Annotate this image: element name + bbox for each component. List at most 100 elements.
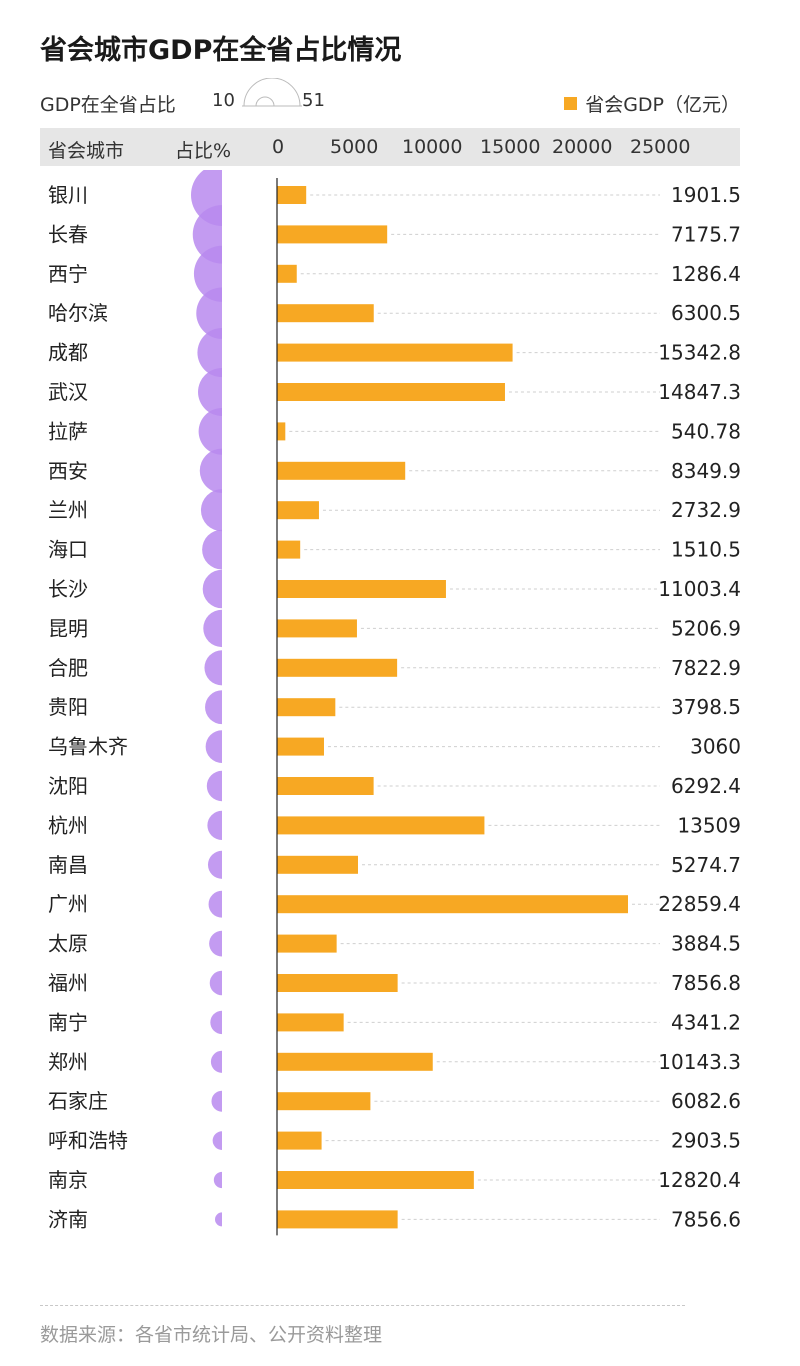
city-label: 西宁	[48, 262, 88, 286]
city-label: 银川	[48, 183, 88, 207]
share-legend-label: GDP在全省占比	[40, 94, 176, 116]
share-bubble	[207, 850, 222, 879]
gdp-bar	[277, 737, 324, 756]
city-label: 呼和浩特	[48, 1129, 128, 1153]
share-bubble	[211, 1090, 222, 1112]
share-bubble	[210, 1050, 222, 1073]
city-label: 沈阳	[48, 774, 88, 798]
city-label: 贵阳	[48, 695, 88, 719]
gdp-bar	[277, 1013, 344, 1032]
city-label: 成都	[48, 341, 88, 365]
source-note: 数据来源：各省市统计局、公开资料整理	[40, 1324, 383, 1346]
value-label: 8349.9	[671, 459, 741, 483]
size-key-icon	[242, 78, 302, 107]
value-label: 6292.4	[671, 774, 741, 798]
size-key-min: 10	[212, 90, 235, 111]
gdp-bar	[277, 1131, 322, 1150]
gdp-bar	[277, 895, 628, 914]
share-bubble	[205, 690, 222, 725]
value-label: 12820.4	[658, 1168, 741, 1192]
share-bubble	[210, 1010, 222, 1035]
value-label: 540.78	[671, 419, 741, 443]
gdp-bar	[277, 540, 301, 559]
gdp-bar	[277, 934, 337, 953]
gdp-bar	[277, 580, 446, 598]
value-label: 3060	[690, 735, 741, 759]
gdp-bar	[277, 1210, 398, 1229]
city-label: 武汉	[48, 380, 88, 404]
city-label: 合肥	[48, 656, 88, 680]
city-label: 石家庄	[48, 1089, 108, 1113]
gdp-bar	[277, 461, 406, 480]
header-bar: 省会城市 占比% 0 5000 10000 15000 20000 25000	[40, 128, 740, 166]
share-bubble	[202, 569, 222, 609]
value-label: 3798.5	[671, 695, 741, 719]
x-tick-label: 15000	[480, 136, 541, 158]
gdp-bar	[277, 383, 505, 401]
city-label: 济南	[48, 1207, 88, 1231]
x-tick-label: 0	[272, 136, 285, 158]
share-bubble	[212, 1131, 222, 1150]
gdp-bar	[277, 1052, 433, 1071]
city-label: 长沙	[48, 577, 88, 601]
share-bubble	[207, 810, 222, 841]
gdp-legend: 省会GDP（亿元）	[564, 90, 740, 117]
city-label: 广州	[48, 892, 88, 916]
value-label: 5274.7	[671, 853, 741, 877]
value-label: 1510.5	[671, 538, 741, 562]
x-tick-label: 5000	[330, 136, 379, 158]
city-label: 太原	[48, 932, 88, 956]
value-label: 13509	[677, 813, 741, 837]
value-label: 7822.9	[671, 656, 741, 680]
gdp-bar	[277, 343, 513, 362]
city-label: 乌鲁木齐	[48, 735, 128, 759]
share-bubble	[213, 1171, 222, 1189]
gdp-bar	[277, 304, 374, 323]
share-bubble	[197, 328, 222, 378]
x-tick-label: 10000	[402, 136, 463, 158]
value-label: 1286.4	[671, 262, 741, 286]
city-label: 郑州	[48, 1050, 88, 1074]
gdp-bar	[277, 186, 307, 204]
share-bubble	[204, 650, 222, 686]
x-tick-label: 20000	[552, 136, 613, 158]
value-label: 7856.6	[671, 1207, 741, 1231]
city-label: 兰州	[48, 498, 88, 522]
value-label: 6300.5	[671, 301, 741, 325]
gdp-legend-label: 省会GDP（亿元）	[585, 94, 740, 116]
city-label: 南宁	[48, 1010, 88, 1034]
gdp-bar	[277, 855, 358, 874]
city-label: 昆明	[48, 616, 88, 640]
city-label: 福州	[48, 971, 88, 995]
gdp-legend-swatch	[564, 97, 578, 110]
city-label: 西安	[48, 459, 88, 483]
gdp-bar	[277, 974, 398, 992]
value-label: 22859.4	[658, 892, 741, 916]
gdp-bar	[277, 1092, 371, 1111]
value-label: 6082.6	[671, 1089, 741, 1113]
gdp-bar	[277, 225, 388, 244]
value-label: 10143.3	[658, 1050, 741, 1074]
share-bubble	[203, 609, 222, 648]
share-bubble	[199, 448, 222, 494]
gdp-bar-chart: 银川 1901.5 长春 7175.7 西宁 1286.4 哈尔滨 6300.5 成都 15342…	[48, 170, 741, 1236]
value-label: 2732.9	[671, 498, 741, 522]
value-label: 11003.4	[658, 577, 741, 601]
gdp-bar	[277, 816, 485, 835]
value-label: 5206.9	[671, 616, 741, 640]
city-label: 长春	[48, 222, 88, 246]
gdp-bar	[277, 264, 297, 283]
value-label: 14847.3	[658, 380, 741, 404]
gdp-bar	[277, 1171, 474, 1189]
city-label: 南京	[48, 1168, 88, 1192]
header-city: 省会城市	[48, 140, 125, 162]
share-bubble	[205, 730, 222, 763]
x-tick-label: 25000	[630, 136, 691, 158]
footer-divider	[40, 1305, 685, 1306]
city-label: 南昌	[48, 853, 88, 877]
value-label: 7175.7	[671, 222, 741, 246]
size-key-max: 51	[302, 90, 325, 111]
gdp-bar	[277, 501, 319, 520]
value-label: 1901.5	[671, 183, 741, 207]
value-label: 2903.5	[671, 1129, 741, 1153]
